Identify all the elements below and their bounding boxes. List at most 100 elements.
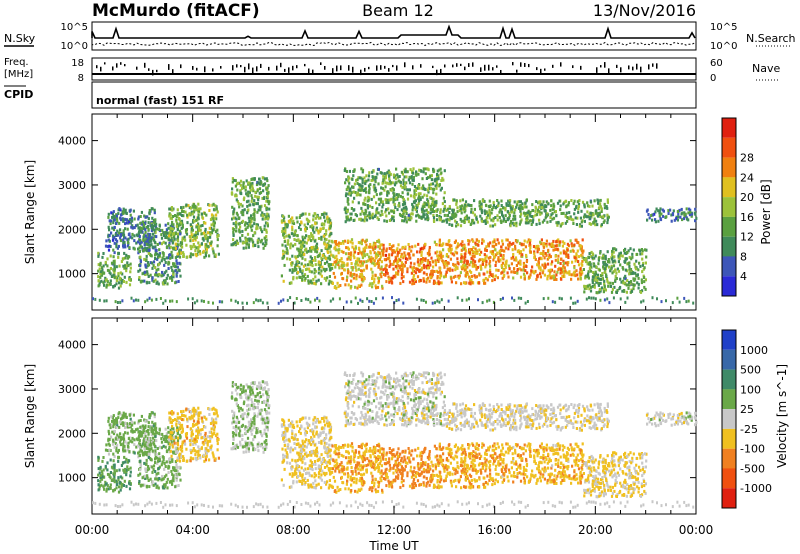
echo-cell <box>122 233 126 237</box>
echo-cell <box>243 223 247 227</box>
echo-cell <box>154 278 157 282</box>
echo-cell <box>428 183 431 187</box>
echo-cell <box>360 184 363 188</box>
echo-cell <box>165 230 168 234</box>
echo-cell <box>509 204 512 208</box>
echo-cell <box>584 285 587 288</box>
echo-cell <box>168 243 171 247</box>
echo-cell <box>480 205 483 209</box>
echo-cell <box>501 248 504 252</box>
echo-cell <box>143 233 146 237</box>
nave-mark <box>628 65 630 70</box>
echo-cell <box>414 193 418 197</box>
echo-cell <box>212 251 215 255</box>
echo-cell <box>592 213 595 217</box>
echo-cell <box>195 230 198 234</box>
echo-cell <box>410 212 413 216</box>
nave-mark <box>308 68 310 74</box>
echo-cell <box>140 245 143 249</box>
echo-cell <box>391 187 394 191</box>
echo-cell <box>489 250 492 254</box>
echo-cell <box>301 256 304 260</box>
echo-cell <box>626 262 629 266</box>
echo-cell <box>557 220 560 224</box>
echo-cell <box>111 226 114 230</box>
ground-scatter-cell <box>193 301 196 305</box>
echo-cell <box>436 250 439 254</box>
echo-cell <box>617 254 620 258</box>
echo-cell <box>211 203 214 207</box>
echo-cell <box>341 260 344 264</box>
echo-cell <box>514 208 517 212</box>
echo-cell <box>313 230 316 234</box>
echo-cell <box>459 224 463 228</box>
echo-cell <box>300 213 303 217</box>
echo-cell <box>419 169 422 172</box>
echo-cell <box>376 285 380 289</box>
echo-cell <box>386 181 389 185</box>
nave-mark <box>540 68 542 75</box>
echo-cell <box>403 254 406 258</box>
echo-cell <box>298 226 301 230</box>
echo-cell <box>485 204 488 208</box>
echo-cell <box>401 215 404 218</box>
echo-cell <box>594 254 597 258</box>
echo-cell <box>131 430 135 434</box>
echo-cell <box>461 204 464 208</box>
echo-cell <box>342 261 345 265</box>
echo-cell <box>282 218 285 222</box>
echo-cell <box>457 262 460 266</box>
echo-cell <box>368 196 371 200</box>
echo-cell <box>154 423 157 427</box>
echo-cell <box>678 208 681 212</box>
echo-cell <box>464 281 467 285</box>
echo-cell <box>371 277 374 280</box>
echo-cell <box>379 255 382 259</box>
echo-cell <box>576 249 579 253</box>
echo-cell <box>97 467 100 471</box>
echo-cell <box>599 215 602 218</box>
echo-cell <box>461 247 464 251</box>
echo-cell <box>203 211 206 215</box>
echo-cell <box>205 243 208 247</box>
echo-cell <box>329 244 332 248</box>
echo-cell <box>385 201 388 204</box>
echo-cell <box>125 484 128 488</box>
echo-cell <box>593 278 596 282</box>
echo-cell <box>521 254 524 258</box>
echo-cell <box>591 275 594 279</box>
echo-cell <box>177 217 181 220</box>
echo-cell <box>489 255 492 259</box>
echo-cell <box>496 276 499 280</box>
nave-label: Nave <box>752 62 780 75</box>
echo-cell <box>483 258 486 262</box>
echo-cell <box>328 257 332 261</box>
echo-cell <box>255 183 259 187</box>
echo-cell <box>535 222 538 226</box>
echo-cell <box>257 245 260 249</box>
echo-cell <box>141 220 144 224</box>
echo-cell <box>430 256 433 260</box>
echo-cell <box>576 200 579 204</box>
echo-cell <box>195 254 198 258</box>
echo-cell <box>337 263 340 267</box>
echo-cell <box>442 196 445 200</box>
echo-cell <box>393 183 397 187</box>
echo-cell <box>355 193 358 197</box>
echo-cell <box>435 214 438 217</box>
echo-cell <box>522 272 526 276</box>
echo-cell <box>545 200 548 204</box>
echo-cell <box>455 246 458 250</box>
echo-cell <box>485 215 488 219</box>
echo-cell <box>301 235 304 239</box>
echo-cell <box>158 224 161 228</box>
echo-cell <box>534 269 537 273</box>
echo-cell <box>378 276 381 280</box>
echo-cell <box>170 276 173 280</box>
echo-cell <box>182 251 185 255</box>
echo-cell <box>370 179 373 182</box>
echo-cell <box>573 256 576 260</box>
echo-cell <box>119 218 123 222</box>
echo-cell <box>341 277 344 280</box>
echo-cell <box>641 263 644 267</box>
